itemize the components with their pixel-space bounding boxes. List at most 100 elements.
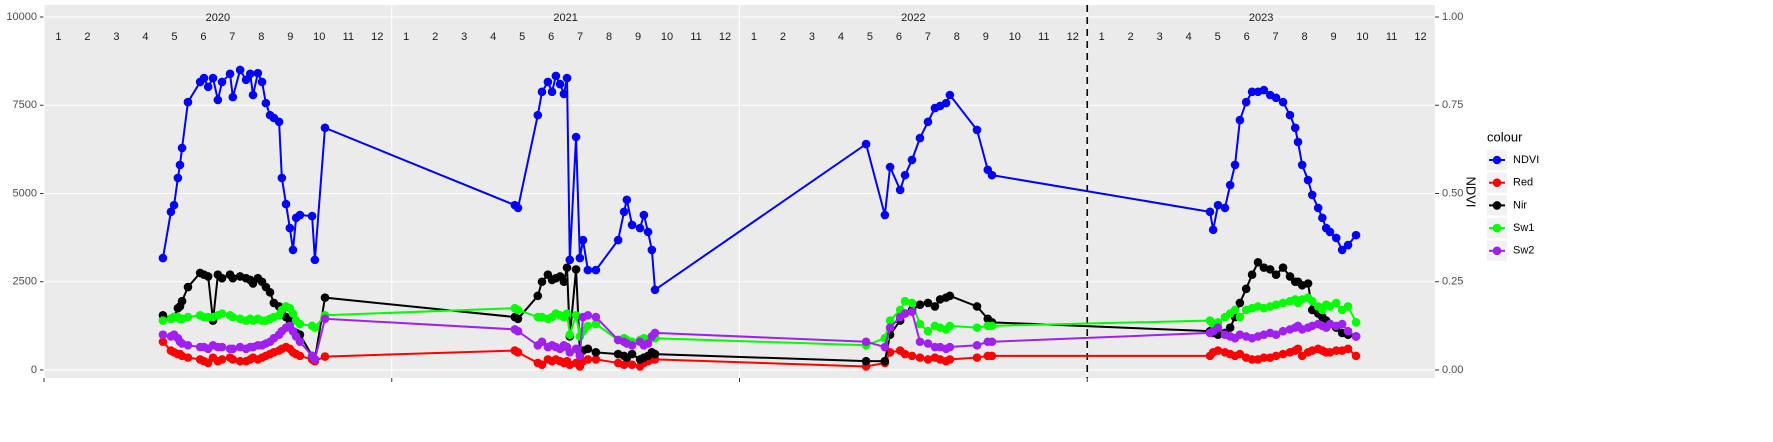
- data-point: [900, 170, 910, 180]
- data-point: [1290, 123, 1300, 133]
- data-point: [923, 339, 933, 348]
- data-point: [1259, 85, 1269, 95]
- data-point: [1241, 97, 1251, 107]
- data-point: [1213, 346, 1223, 355]
- legend-label: Sw1: [1513, 222, 1534, 234]
- data-point: [915, 133, 925, 143]
- month-label: 10: [313, 31, 325, 43]
- month-label: 5: [1215, 31, 1221, 43]
- data-point: [613, 235, 623, 245]
- data-point: [1208, 225, 1218, 235]
- data-point: [235, 65, 245, 75]
- data-point: [217, 309, 227, 318]
- data-point: [1259, 353, 1269, 362]
- data-point: [288, 245, 298, 255]
- data-point: [177, 143, 187, 153]
- data-point: [565, 255, 575, 265]
- month-label: 3: [1157, 31, 1163, 43]
- month-label: 10: [661, 31, 673, 43]
- data-point: [245, 69, 255, 79]
- data-point: [1285, 110, 1295, 120]
- data-point: [551, 71, 561, 81]
- data-point: [1337, 245, 1347, 255]
- month-label: 8: [258, 31, 264, 43]
- month-label: 2: [84, 31, 90, 43]
- data-point: [177, 296, 187, 306]
- data-point: [166, 207, 176, 217]
- data-point: [547, 87, 557, 97]
- data-point: [241, 75, 251, 85]
- data-point: [513, 348, 523, 357]
- data-point: [543, 77, 553, 87]
- data-point: [900, 296, 910, 306]
- month-label: 5: [171, 31, 177, 43]
- data-point: [295, 319, 305, 329]
- data-point: [619, 207, 629, 217]
- data-point: [559, 277, 569, 287]
- month-label: 2: [432, 31, 438, 43]
- data-point: [513, 305, 523, 315]
- y-tick-label: 5000: [13, 187, 37, 199]
- data-point: [591, 319, 601, 329]
- data-point: [1213, 323, 1223, 332]
- data-point: [591, 348, 601, 357]
- data-point: [158, 253, 168, 263]
- data-point: [583, 355, 593, 364]
- data-point: [972, 302, 982, 311]
- legend-marker: [1492, 223, 1502, 233]
- data-point: [591, 312, 601, 322]
- data-point: [513, 203, 523, 213]
- data-point: [972, 353, 982, 362]
- data-point: [923, 298, 933, 308]
- data-point: [208, 73, 218, 83]
- data-point: [583, 265, 593, 275]
- data-point: [1235, 312, 1245, 322]
- month-label: 6: [548, 31, 554, 43]
- month-label: 12: [371, 31, 383, 43]
- data-point: [257, 77, 267, 87]
- data-point: [945, 355, 955, 364]
- data-point: [183, 282, 193, 292]
- data-point: [635, 223, 645, 233]
- data-point: [650, 285, 660, 295]
- data-point: [562, 309, 572, 318]
- data-point: [158, 330, 168, 339]
- data-point: [907, 155, 917, 165]
- data-point: [1313, 203, 1323, 213]
- data-point: [627, 340, 637, 350]
- y2-tick-label: 0.50: [1442, 187, 1463, 199]
- data-point: [571, 132, 581, 142]
- data-point: [1337, 319, 1347, 329]
- data-point: [217, 77, 227, 87]
- data-point: [248, 90, 258, 100]
- data-point: [1307, 296, 1317, 306]
- data-point: [1230, 160, 1240, 170]
- data-point: [1235, 115, 1245, 125]
- data-point: [945, 321, 955, 331]
- data-point: [1253, 258, 1263, 267]
- data-point: [987, 170, 997, 180]
- data-point: [907, 298, 917, 308]
- data-point: [295, 337, 305, 347]
- y2-axis-title: NDVI: [1464, 176, 1479, 207]
- month-label: 8: [1302, 31, 1308, 43]
- data-point: [228, 273, 238, 283]
- data-point: [639, 210, 649, 220]
- data-point: [320, 314, 330, 324]
- data-point: [1271, 330, 1281, 339]
- data-point: [915, 337, 925, 347]
- data-point: [228, 355, 238, 364]
- legend-label: Sw2: [1513, 245, 1534, 257]
- month-label: 7: [577, 31, 583, 43]
- data-point: [277, 173, 287, 183]
- data-point: [1247, 270, 1257, 279]
- data-point: [295, 351, 305, 361]
- data-point: [1278, 298, 1288, 308]
- data-point: [235, 356, 245, 366]
- month-label: 9: [287, 31, 293, 43]
- data-point: [320, 293, 330, 302]
- legend-marker: [1492, 155, 1502, 165]
- data-point: [228, 312, 238, 322]
- month-label: 2: [780, 31, 786, 43]
- data-point: [1271, 300, 1281, 309]
